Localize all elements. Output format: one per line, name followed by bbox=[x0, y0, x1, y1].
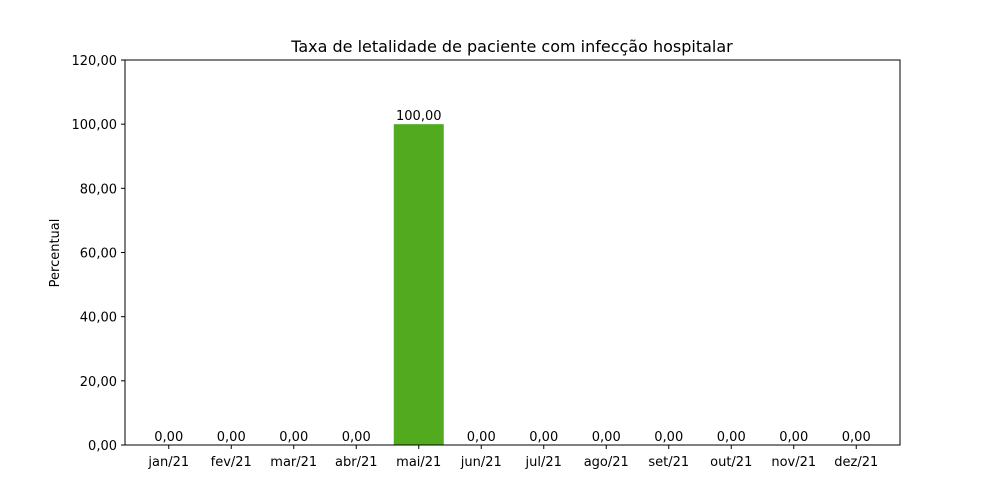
y-tick-label: 20,00 bbox=[80, 375, 117, 390]
value-label: 0,00 bbox=[654, 430, 683, 445]
y-tick-label: 40,00 bbox=[80, 311, 117, 326]
y-axis-ticks: 0,00 20,00 40,00 60,00 80,00 100,00 120,00 bbox=[72, 54, 125, 454]
value-label: 0,00 bbox=[842, 430, 871, 445]
chart-title: Taxa de letalidade de paciente com infec… bbox=[290, 37, 733, 56]
value-label: 0,00 bbox=[717, 430, 746, 445]
bars-group bbox=[393, 124, 444, 446]
x-tick-label: abr/21 bbox=[335, 455, 378, 470]
x-tick-label: fev/21 bbox=[211, 455, 252, 470]
x-tick-label: dez/21 bbox=[834, 455, 878, 470]
y-tick-label: 60,00 bbox=[80, 247, 117, 262]
x-tick-label: mar/21 bbox=[270, 455, 317, 470]
x-tick-label: mai/21 bbox=[396, 455, 441, 470]
value-label: 100,00 bbox=[396, 109, 442, 124]
value-label: 0,00 bbox=[342, 430, 371, 445]
x-tick-label: jul/21 bbox=[525, 455, 562, 470]
value-labels-group: 0,00 0,00 0,00 0,00 100,00 0,00 0,00 0,00 0,00 0,… bbox=[154, 109, 870, 445]
x-axis-ticks: jan/21 fev/21 mar/21 abr/21 mai/21 jun/21 jul/… bbox=[147, 445, 878, 470]
x-tick-label: jun/21 bbox=[460, 455, 502, 470]
x-tick-label: set/21 bbox=[648, 455, 689, 470]
value-label: 0,00 bbox=[279, 430, 308, 445]
x-tick-label: ago/21 bbox=[584, 455, 629, 470]
value-label: 0,00 bbox=[529, 430, 558, 445]
y-tick-label: 120,00 bbox=[72, 54, 118, 69]
plot-frame bbox=[124, 59, 901, 446]
x-tick-label: nov/21 bbox=[771, 455, 816, 470]
y-tick-label: 0,00 bbox=[88, 439, 117, 454]
value-label: 0,00 bbox=[217, 430, 246, 445]
value-label: 0,00 bbox=[592, 430, 621, 445]
bar-mai-21 bbox=[393, 124, 444, 446]
y-tick-label: 80,00 bbox=[80, 182, 117, 197]
value-label: 0,00 bbox=[154, 430, 183, 445]
x-tick-label: out/21 bbox=[710, 455, 752, 470]
y-tick-label: 100,00 bbox=[72, 118, 118, 133]
value-label: 0,00 bbox=[467, 430, 496, 445]
x-tick-label: jan/21 bbox=[147, 455, 189, 470]
y-axis-label: Percentual bbox=[48, 219, 63, 288]
value-label: 0,00 bbox=[779, 430, 808, 445]
